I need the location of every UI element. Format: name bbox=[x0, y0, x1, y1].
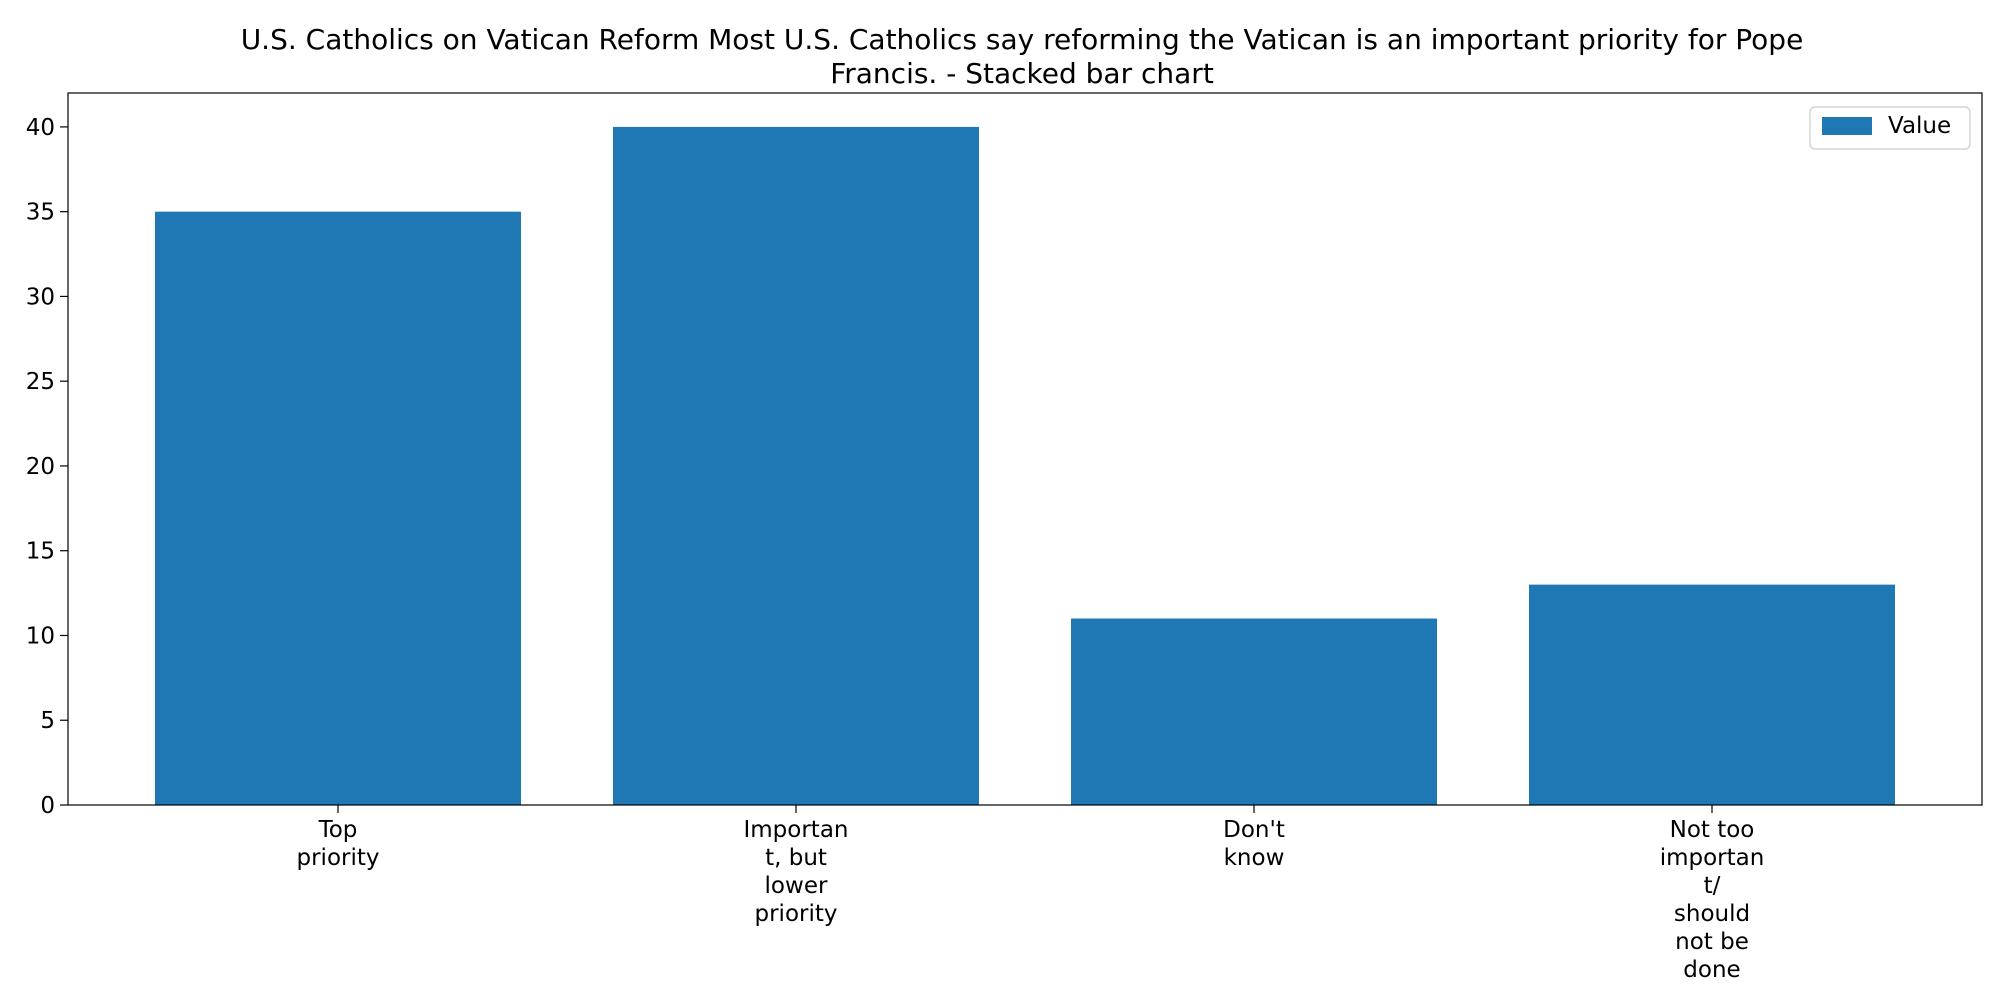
x-tick-label-line: Not too bbox=[1670, 817, 1755, 843]
legend-swatch-value bbox=[1822, 117, 1872, 135]
x-tick-label-line: t, but bbox=[765, 845, 827, 871]
x-tick-label-3: Don't know bbox=[1223, 817, 1285, 871]
y-tick-label: 5 bbox=[40, 708, 55, 734]
x-tick-label-line: priority bbox=[755, 901, 838, 927]
y-tick-label: 30 bbox=[26, 284, 55, 310]
x-tick-label-line: not be bbox=[1675, 929, 1749, 955]
x-tick-label-1: Top priority bbox=[297, 817, 380, 871]
x-tick-label-line: lower bbox=[765, 873, 828, 899]
x-tick-label-2: Importan t, but lower priority bbox=[743, 817, 848, 927]
x-tick-label-4: Not too importan t/should not be done bbox=[1660, 817, 1765, 983]
y-tick-label: 40 bbox=[26, 115, 55, 141]
x-tick-label-line: Don't bbox=[1223, 817, 1285, 843]
y-tick-label: 10 bbox=[26, 623, 55, 649]
x-tick-label-line: know bbox=[1224, 845, 1285, 871]
x-tick-label-line: importan bbox=[1660, 845, 1765, 871]
y-tick-label: 20 bbox=[26, 454, 55, 480]
plot-area-frame bbox=[67, 92, 1983, 806]
x-tick-label-line: done bbox=[1683, 957, 1740, 983]
legend-label-value: Value bbox=[1888, 113, 1951, 139]
bar-1 bbox=[155, 211, 521, 805]
y-tick-label: 25 bbox=[26, 369, 55, 395]
bars bbox=[155, 126, 1895, 805]
y-tick-label: 15 bbox=[26, 539, 55, 565]
y-axis: 0 5 10 15 20 25 30 35 40 bbox=[26, 115, 68, 819]
chart-title-line-2: Francis. - Stacked bar chart bbox=[830, 57, 1214, 90]
bar-2 bbox=[613, 126, 979, 805]
x-tick-label-line: priority bbox=[297, 845, 380, 871]
x-tick-label-line: Top bbox=[318, 817, 358, 843]
y-tick-label: 0 bbox=[40, 793, 55, 819]
legend: Value bbox=[1809, 106, 1971, 150]
x-tick-label-line: t/ bbox=[1704, 873, 1721, 899]
bar-3 bbox=[1071, 618, 1437, 805]
chart-title-line-1: U.S. Catholics on Vatican Reform Most U.… bbox=[241, 23, 1804, 56]
bar-4 bbox=[1529, 584, 1895, 805]
x-tick-label-line: should bbox=[1674, 901, 1750, 927]
x-tick-label-line: Importan bbox=[743, 817, 848, 843]
y-tick-label: 35 bbox=[26, 200, 55, 226]
chart-title: U.S. Catholics on Vatican Reform Most U.… bbox=[241, 23, 1804, 90]
